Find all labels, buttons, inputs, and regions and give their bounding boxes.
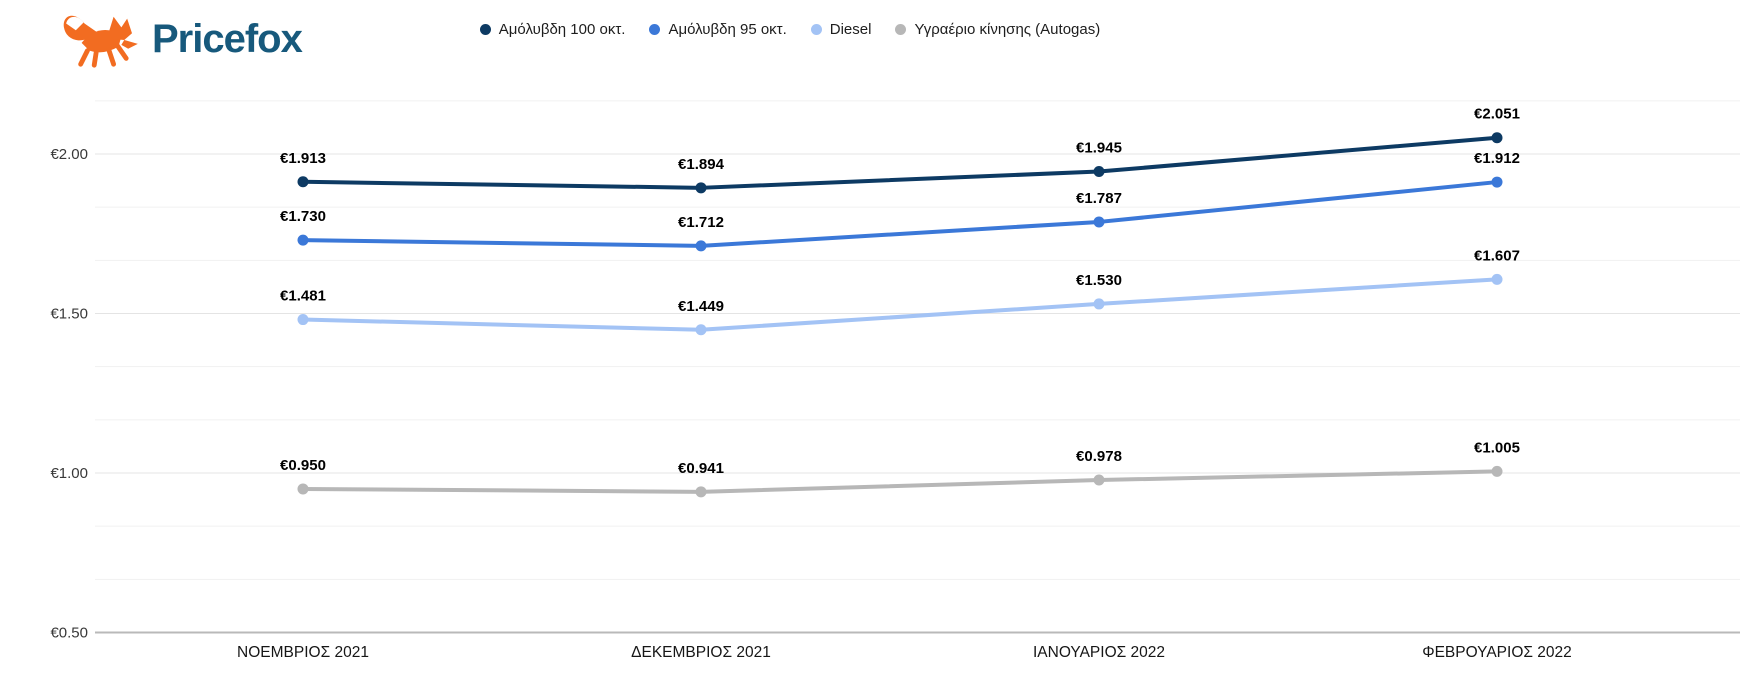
- data-point-label: €1.530: [1076, 272, 1122, 289]
- y-axis-tick-label: €1.50: [50, 306, 88, 323]
- data-point: [1491, 465, 1503, 477]
- legend-label: Υγραέριο κίνησης (Autogas): [914, 21, 1101, 38]
- y-axis-tick-label: €1.00: [50, 465, 88, 482]
- data-point: [695, 182, 707, 194]
- data-point: [297, 234, 309, 246]
- data-point: [1491, 132, 1503, 144]
- legend-dot-icon: [895, 24, 907, 35]
- data-point: [297, 483, 309, 495]
- x-axis-category-label: ΔΕΚΕΜΒΡΙΟΣ 2021: [631, 644, 771, 661]
- data-point: [1093, 216, 1105, 228]
- data-point-label: €1.005: [1474, 439, 1520, 456]
- data-point-label: €1.787: [1076, 190, 1122, 207]
- legend-item-0: Αμόλυβδη 100 οκτ.: [479, 21, 626, 38]
- data-point-label: €1.913: [280, 150, 326, 167]
- data-point-label: €1.607: [1474, 247, 1520, 264]
- data-point-label: €0.941: [678, 460, 724, 477]
- legend-dot-icon: [479, 24, 491, 35]
- data-point-label: €1.712: [678, 214, 724, 231]
- data-point-label: €1.730: [280, 208, 326, 225]
- legend-dot-icon: [649, 24, 661, 35]
- data-point: [297, 314, 309, 326]
- legend-label: Αμόλυβδη 100 οκτ.: [498, 21, 626, 38]
- series-line-2: [301, 277, 1499, 332]
- legend-item-3: Υγραέριο κίνησης (Autogas): [895, 21, 1100, 38]
- x-axis-category-label: ΝΟΕΜΒΡΙΟΣ 2021: [237, 644, 369, 661]
- y-axis-tick-label: €2.00: [50, 146, 88, 163]
- data-point-label: €1.894: [678, 156, 725, 173]
- pricefox-logo-text: Pricefox: [152, 16, 303, 61]
- pricefox-logo: Pricefox: [60, 8, 303, 70]
- series-line-0: [301, 135, 1499, 190]
- y-axis-tick-label: €0.50: [50, 625, 88, 642]
- data-point-label: €0.978: [1076, 448, 1122, 465]
- data-point-label: €1.912: [1474, 150, 1520, 167]
- data-point: [1093, 166, 1105, 178]
- legend-label: Diesel: [829, 21, 872, 38]
- legend-item-1: Αμόλυβδη 95 οκτ.: [649, 21, 787, 38]
- data-point: [297, 176, 309, 188]
- data-point-label: €1.945: [1076, 140, 1122, 157]
- data-point-label: €1.449: [678, 298, 724, 315]
- legend-dot-icon: [810, 24, 822, 35]
- x-axis-category-label: ΦΕΒΡΟΥΑΡΙΟΣ 2022: [1422, 644, 1572, 661]
- legend-item-2: Diesel: [810, 21, 872, 38]
- data-point: [1093, 474, 1105, 486]
- x-axis-category-label: ΙΑΝΟΥΑΡΙΟΣ 2022: [1033, 644, 1165, 661]
- data-point: [695, 240, 707, 252]
- data-point: [1093, 298, 1105, 310]
- legend-label: Αμόλυβδη 95 οκτ.: [668, 21, 787, 38]
- chart-legend: Αμόλυβδη 100 οκτ. Αμόλυβδη 95 οκτ. Diesel Υ…: [0, 21, 1580, 38]
- series-line-3: [301, 469, 1499, 494]
- data-point: [695, 486, 707, 498]
- pricefox-fox-icon: [63, 15, 138, 68]
- data-point: [1491, 176, 1503, 188]
- series-line-1: [301, 180, 1499, 248]
- data-point-label: €1.481: [280, 288, 326, 305]
- data-point-label: €2.051: [1474, 106, 1520, 123]
- data-point: [1491, 273, 1503, 285]
- data-point: [695, 324, 707, 336]
- data-point-label: €0.950: [280, 457, 326, 474]
